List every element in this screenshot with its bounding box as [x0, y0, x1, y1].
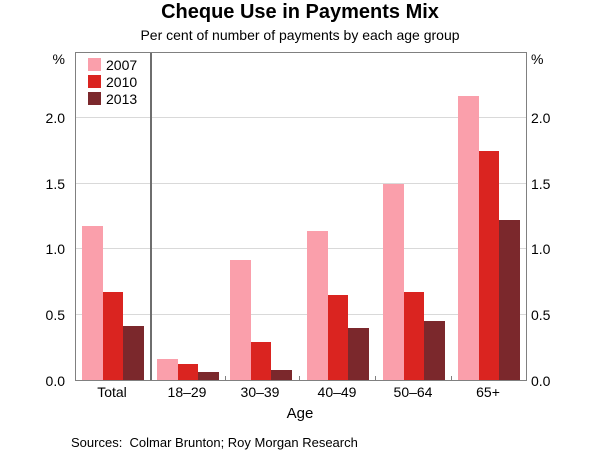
- bar-2007-65+: [458, 96, 479, 380]
- y-axis-labels-right: 0.0 0.5 1.0 1.5 2.0: [531, 52, 599, 389]
- chart-title: Cheque Use in Payments Mix: [161, 1, 439, 23]
- legend: 2007 2010 2013: [88, 56, 137, 107]
- bar-group-40–49: [307, 53, 369, 380]
- x-tick-18–29: 18–29: [167, 384, 207, 400]
- source-note: Sources: Colmar Brunton; Roy Morgan Rese…: [71, 435, 358, 450]
- y-tick-right-2.0: 2.0: [531, 109, 551, 126]
- y-tick-right-0.5: 0.5: [531, 307, 551, 324]
- category-separator-tick-1: [225, 376, 226, 380]
- legend-item-2013: 2013: [88, 90, 137, 107]
- right-axis-unit: %: [531, 51, 544, 67]
- bar-2007-40–49: [307, 230, 328, 380]
- left-axis-unit: %: [52, 51, 65, 67]
- x-tick-30–39: 30–39: [240, 384, 280, 400]
- legend-swatch-2007: [88, 58, 101, 71]
- category-separator-tick-3: [375, 376, 376, 380]
- plot-area: 2007 2010 2013: [75, 52, 527, 381]
- x-tick-50–64: 50–64: [393, 384, 433, 400]
- bar-group-18–29: [157, 53, 219, 380]
- gridline-0.5: [76, 313, 526, 315]
- bar-2007-30–39: [230, 259, 251, 380]
- bar-2010-65+: [478, 151, 500, 380]
- bar-group-Total: [82, 53, 144, 380]
- legend-label-2013: 2013: [106, 90, 138, 107]
- bar-2010-50–64: [403, 292, 425, 380]
- y-axis-labels-left: 0.0 0.5 1.0 1.5 2.0: [0, 52, 68, 389]
- category-separator-tick-2: [299, 376, 300, 380]
- chart-subtitle: Per cent of number of payments by each a…: [140, 27, 460, 43]
- y-tick-right-1.5: 1.5: [531, 175, 551, 192]
- x-axis-labels: Total 18–29 30–39 40–49 50–64 65+: [75, 384, 527, 402]
- y-tick-right-1.0: 1.0: [531, 241, 551, 258]
- legend-label-2007: 2007: [106, 56, 138, 73]
- y-tick-left-1.5: 1.5: [45, 175, 65, 192]
- legend-swatch-2013: [88, 92, 101, 105]
- legend-swatch-2010: [88, 75, 101, 88]
- gridline-2.0: [76, 117, 526, 119]
- bar-2013-18–29: [198, 372, 219, 380]
- legend-item-2007: 2007: [88, 56, 137, 73]
- legend-label-2010: 2010: [106, 73, 138, 90]
- bar-2013-50–64: [424, 321, 445, 380]
- y-tick-left-2.0: 2.0: [45, 109, 65, 126]
- legend-item-2010: 2010: [88, 73, 137, 90]
- bar-2013-Total: [123, 326, 144, 380]
- bar-2007-Total: [82, 225, 103, 380]
- x-tick-40–49: 40–49: [317, 384, 357, 400]
- x-axis-title: Age: [286, 405, 314, 422]
- y-tick-left-0.5: 0.5: [45, 307, 65, 324]
- total-divider: [150, 53, 152, 380]
- y-tick-right-0.0: 0.0: [531, 373, 551, 389]
- x-tick-65+: 65+: [476, 384, 500, 400]
- bar-group-65+: [458, 53, 520, 380]
- bar-2010-30–39: [250, 342, 272, 380]
- bar-2013-65+: [499, 220, 520, 380]
- bar-2010-40–49: [327, 294, 349, 380]
- bar-2013-40–49: [348, 327, 369, 380]
- category-separator-tick-4: [451, 376, 452, 380]
- bar-group-30–39: [230, 53, 292, 380]
- bar-2010-18–29: [177, 364, 199, 380]
- gridline-1.0: [76, 248, 526, 250]
- bar-2013-30–39: [271, 369, 292, 380]
- bar-group-50–64: [383, 53, 445, 380]
- y-tick-left-0.0: 0.0: [45, 373, 65, 389]
- y-tick-left-1.0: 1.0: [45, 241, 65, 258]
- bar-2010-Total: [102, 292, 124, 380]
- gridline-1.5: [76, 182, 526, 184]
- bar-2007-18–29: [157, 359, 178, 380]
- bar-2007-50–64: [383, 183, 404, 380]
- x-tick-Total: Total: [97, 384, 127, 400]
